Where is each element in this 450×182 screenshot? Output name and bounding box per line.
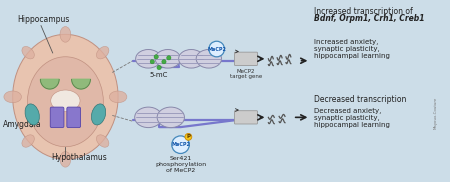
FancyBboxPatch shape [234, 52, 257, 66]
Circle shape [166, 56, 171, 60]
Circle shape [157, 66, 161, 70]
Ellipse shape [135, 107, 162, 128]
Text: P: P [186, 134, 190, 139]
Ellipse shape [157, 107, 184, 128]
Text: Mayoux-Couture: Mayoux-Couture [433, 97, 437, 129]
Ellipse shape [13, 34, 118, 159]
Text: Hypothalamus: Hypothalamus [51, 153, 107, 162]
Text: Amygdala: Amygdala [3, 120, 41, 129]
Circle shape [172, 136, 189, 153]
Ellipse shape [4, 91, 22, 103]
FancyBboxPatch shape [234, 111, 257, 124]
FancyBboxPatch shape [50, 107, 64, 128]
Ellipse shape [22, 46, 34, 59]
Circle shape [209, 41, 225, 57]
FancyBboxPatch shape [67, 107, 81, 128]
Text: 5-mC: 5-mC [150, 72, 168, 78]
Polygon shape [40, 79, 59, 89]
Ellipse shape [22, 135, 34, 147]
Text: Increased anxiety,
synaptic plasticity,
hippocampal learning: Increased anxiety, synaptic plasticity, … [314, 39, 390, 59]
Ellipse shape [96, 135, 109, 147]
Circle shape [185, 133, 192, 140]
Text: Ser421
phosphorylation
of MeCP2: Ser421 phosphorylation of MeCP2 [155, 156, 206, 173]
Ellipse shape [91, 104, 106, 125]
Ellipse shape [109, 91, 127, 103]
Ellipse shape [51, 90, 80, 112]
Polygon shape [72, 79, 90, 89]
Circle shape [150, 60, 154, 64]
Ellipse shape [135, 50, 161, 68]
Ellipse shape [179, 50, 204, 68]
Text: MeCP2: MeCP2 [171, 142, 190, 147]
Circle shape [154, 55, 158, 59]
Text: Bdnf, Orpm1, Crh1, Creb1: Bdnf, Orpm1, Crh1, Creb1 [314, 14, 425, 23]
Text: Decreased anxiety,
synaptic plasticity,
hippocampal learning: Decreased anxiety, synaptic plasticity, … [314, 108, 390, 128]
Ellipse shape [60, 27, 71, 42]
Text: Increased transcription of: Increased transcription of [314, 7, 413, 16]
Ellipse shape [27, 57, 104, 147]
Ellipse shape [60, 151, 71, 167]
Ellipse shape [155, 50, 180, 68]
Ellipse shape [196, 50, 221, 68]
Ellipse shape [25, 104, 39, 125]
Text: MeCP2: MeCP2 [207, 47, 226, 52]
Text: Hippocampus: Hippocampus [18, 15, 70, 24]
Ellipse shape [96, 46, 109, 59]
Circle shape [162, 60, 166, 64]
Text: Decreased transcription: Decreased transcription [314, 95, 407, 104]
Text: MeCP2
target gene: MeCP2 target gene [230, 69, 262, 79]
